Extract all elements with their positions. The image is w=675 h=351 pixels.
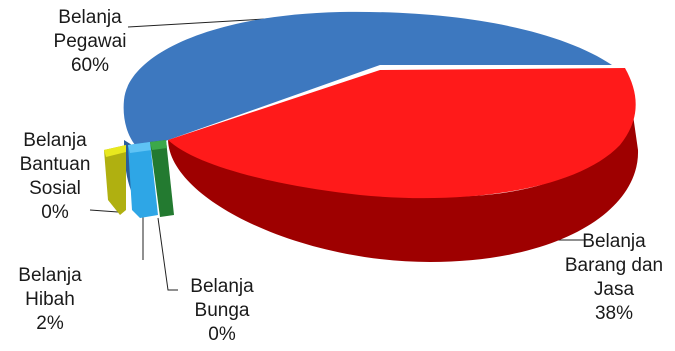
label-pegawai-line2: Pegawai (53, 31, 127, 52)
label-belanja-pegawai: Belanja Pegawai 60% (30, 6, 150, 78)
label-bunga-line2: Bunga (194, 300, 250, 321)
leader-line-bantuan-sosial (89, 209, 119, 213)
label-hibah-value: 2% (36, 313, 64, 334)
leader-line-bunga (157, 217, 178, 291)
label-barang-line1: Belanja (582, 231, 646, 252)
label-belanja-bantuan-sosial: Belanja Bantuan Sosial 0% (0, 129, 110, 225)
label-pegawai-value: 60% (70, 55, 110, 76)
label-hibah-line2: Hibah (25, 289, 75, 310)
label-belanja-hibah: Belanja Hibah 2% (0, 264, 100, 336)
slice-barang-side (168, 80, 639, 262)
label-bantuan-line3: Sosial (29, 178, 81, 199)
label-bantuan-line2: Bantuan (19, 154, 91, 175)
label-belanja-bunga: Belanja Bunga 0% (172, 275, 272, 347)
label-bantuan-line1: Belanja (23, 130, 87, 151)
label-bunga-value: 0% (208, 324, 236, 345)
label-barang-value: 38% (594, 303, 634, 324)
label-pegawai-line1: Belanja (58, 7, 122, 28)
label-bunga-line1: Belanja (190, 276, 254, 297)
slice-pegawai-top (123, 11, 612, 150)
slice-belanja-barang-dan-jasa (168, 68, 639, 262)
label-hibah-line1: Belanja (18, 265, 82, 286)
slice-belanja-bantuan-sosial (104, 145, 126, 215)
slice-belanja-hibah (128, 142, 158, 218)
label-bantuan-value: 0% (41, 202, 69, 223)
slice-belanja-bunga (150, 140, 174, 217)
label-belanja-barang-dan-jasa: Belanja Barang dan Jasa 38% (555, 230, 673, 326)
label-barang-line3: Jasa (593, 279, 635, 300)
label-barang-line2: Barang dan (564, 255, 664, 276)
slice-barang-top (168, 68, 636, 199)
